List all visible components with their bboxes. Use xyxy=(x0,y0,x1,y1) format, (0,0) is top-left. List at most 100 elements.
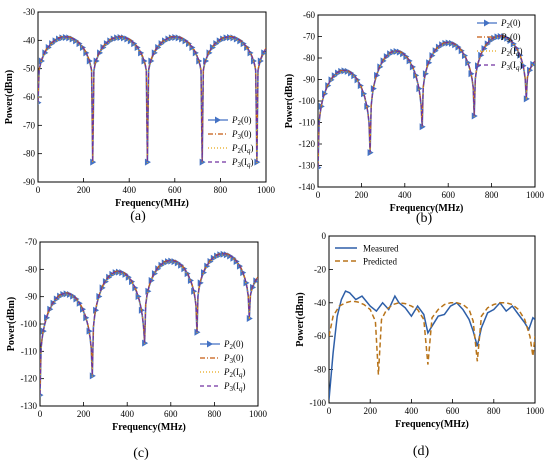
y-tick-label: -90 xyxy=(25,292,37,302)
y-tick-label: -40 xyxy=(314,298,326,308)
panel-caption: (d) xyxy=(413,444,430,459)
x-tick-label: 800 xyxy=(214,185,228,195)
data-point-marker xyxy=(335,69,342,77)
data-point-marker xyxy=(207,258,214,266)
series-line-P3(Iq) xyxy=(40,253,258,395)
x-tick-label: 0 xyxy=(327,406,332,416)
legend-label: P2(0) xyxy=(223,339,244,351)
legend-label: P2(0) xyxy=(500,18,521,30)
x-tick-label: 200 xyxy=(77,409,91,419)
data-point-marker xyxy=(344,67,351,75)
data-point-marker xyxy=(318,165,322,170)
y-tick-label: -130 xyxy=(299,161,316,171)
plot-frame xyxy=(328,235,536,404)
y-tick-label: -140 xyxy=(299,182,316,192)
data-point-marker xyxy=(90,158,97,166)
data-point-marker xyxy=(217,251,224,259)
y-tick-label: -80 xyxy=(314,365,326,375)
y-tick-label: -120 xyxy=(21,374,38,384)
y-axis-label: Power(dBm) xyxy=(6,297,17,351)
data-point-marker xyxy=(63,290,70,298)
y-tick-label: -80 xyxy=(25,264,37,274)
data-point-marker xyxy=(338,67,345,75)
legend-label: P3(Iq) xyxy=(223,381,246,393)
x-axis-label: Frequency(MHz) xyxy=(112,422,186,433)
x-tick-label: 0 xyxy=(316,190,321,200)
panel-caption: (c) xyxy=(133,446,149,461)
data-point-marker xyxy=(117,34,124,41)
legend-label: P3(0) xyxy=(223,353,244,365)
data-point-marker xyxy=(243,279,250,287)
plot-area xyxy=(38,34,266,166)
x-tick-label: 400 xyxy=(120,409,134,419)
legend-label: Predicted xyxy=(363,257,397,267)
legend-label: P2(Iq) xyxy=(231,143,254,155)
x-tick-label: 0 xyxy=(38,409,43,419)
data-point-marker xyxy=(387,50,394,58)
y-tick-label: -40 xyxy=(23,35,35,45)
legend-label: P2(Iq) xyxy=(223,367,246,379)
y-tick-label: -110 xyxy=(299,118,316,128)
x-tick-label: 200 xyxy=(363,406,377,416)
panel-caption: (a) xyxy=(130,209,146,224)
data-point-marker xyxy=(370,85,377,93)
data-point-marker xyxy=(103,40,110,48)
y-tick-label: -100 xyxy=(21,319,38,329)
data-point-marker xyxy=(38,100,42,105)
data-point-marker xyxy=(478,51,485,59)
data-point-marker xyxy=(110,35,117,43)
y-tick-label: -70 xyxy=(25,237,37,247)
panel-a: 0 200 400 600 800 1000 -90 -80 -70 -60 -50 -40 -30 Fr… xyxy=(4,7,276,224)
legend-label: P3(Iq) xyxy=(500,60,523,72)
data-point-marker xyxy=(144,158,151,166)
x-axis-label: Frequency(MHz) xyxy=(395,419,469,430)
data-point-marker xyxy=(172,34,179,41)
data-point-marker xyxy=(93,306,100,314)
panel-c: 0 200 400 600 800 1000 -130 -120 -110 -100 -90 -80 -… xyxy=(6,237,268,461)
x-tick-label: 600 xyxy=(441,190,455,200)
x-tick-label: 400 xyxy=(398,190,412,200)
legend-marker xyxy=(207,340,213,348)
data-point-marker xyxy=(233,35,240,43)
data-point-marker xyxy=(214,252,221,260)
legend-label: P3(0) xyxy=(231,129,252,141)
data-point-marker xyxy=(501,33,508,41)
plot-area xyxy=(329,290,535,400)
x-tick-label: 400 xyxy=(122,185,136,195)
series-line-measured xyxy=(329,290,535,400)
x-tick-label: 0 xyxy=(36,185,41,195)
series-line-P3(Iq) xyxy=(318,35,535,168)
y-tick-label: -30 xyxy=(23,7,35,17)
series-line-P2(Iq) xyxy=(38,37,266,164)
data-point-marker xyxy=(112,269,119,277)
legend-label: P3(0) xyxy=(500,32,521,44)
data-point-marker xyxy=(52,37,59,45)
x-tick-label: 400 xyxy=(405,406,419,416)
y-tick-label: -90 xyxy=(23,177,35,187)
legend-label: P2(Iq) xyxy=(500,46,523,58)
x-tick-label: 1000 xyxy=(526,406,545,416)
data-point-marker xyxy=(168,257,175,265)
y-tick-label: -20 xyxy=(314,264,326,274)
x-tick-label: 600 xyxy=(164,409,178,419)
data-point-marker xyxy=(220,35,227,43)
y-tick-label: -60 xyxy=(23,92,35,102)
x-tick-label: 800 xyxy=(485,190,499,200)
y-axis-label: Power(dBm) xyxy=(4,70,15,124)
data-point-marker xyxy=(114,34,121,42)
y-tick-label: 0 xyxy=(322,231,327,241)
plot-area xyxy=(318,33,535,170)
y-tick-label: -60 xyxy=(314,331,326,341)
data-point-marker xyxy=(89,372,96,380)
plot-area xyxy=(40,250,258,398)
x-axis-label: Frequency(MHz) xyxy=(115,198,189,209)
data-point-marker xyxy=(53,295,60,303)
data-point-marker xyxy=(488,37,495,45)
y-tick-label: -110 xyxy=(21,346,38,356)
data-point-marker xyxy=(168,34,175,42)
data-point-marker xyxy=(318,102,325,110)
panel-b: 0 200 400 600 800 1000 -140 -130 -120 -110 -100 -90… xyxy=(284,10,545,226)
series-line-P2(0) xyxy=(318,35,535,168)
panel-d: 0 200 400 600 800 1000 -100 -80 -60 -40 -20 0 Freque… xyxy=(295,231,545,459)
data-point-marker xyxy=(40,327,47,335)
